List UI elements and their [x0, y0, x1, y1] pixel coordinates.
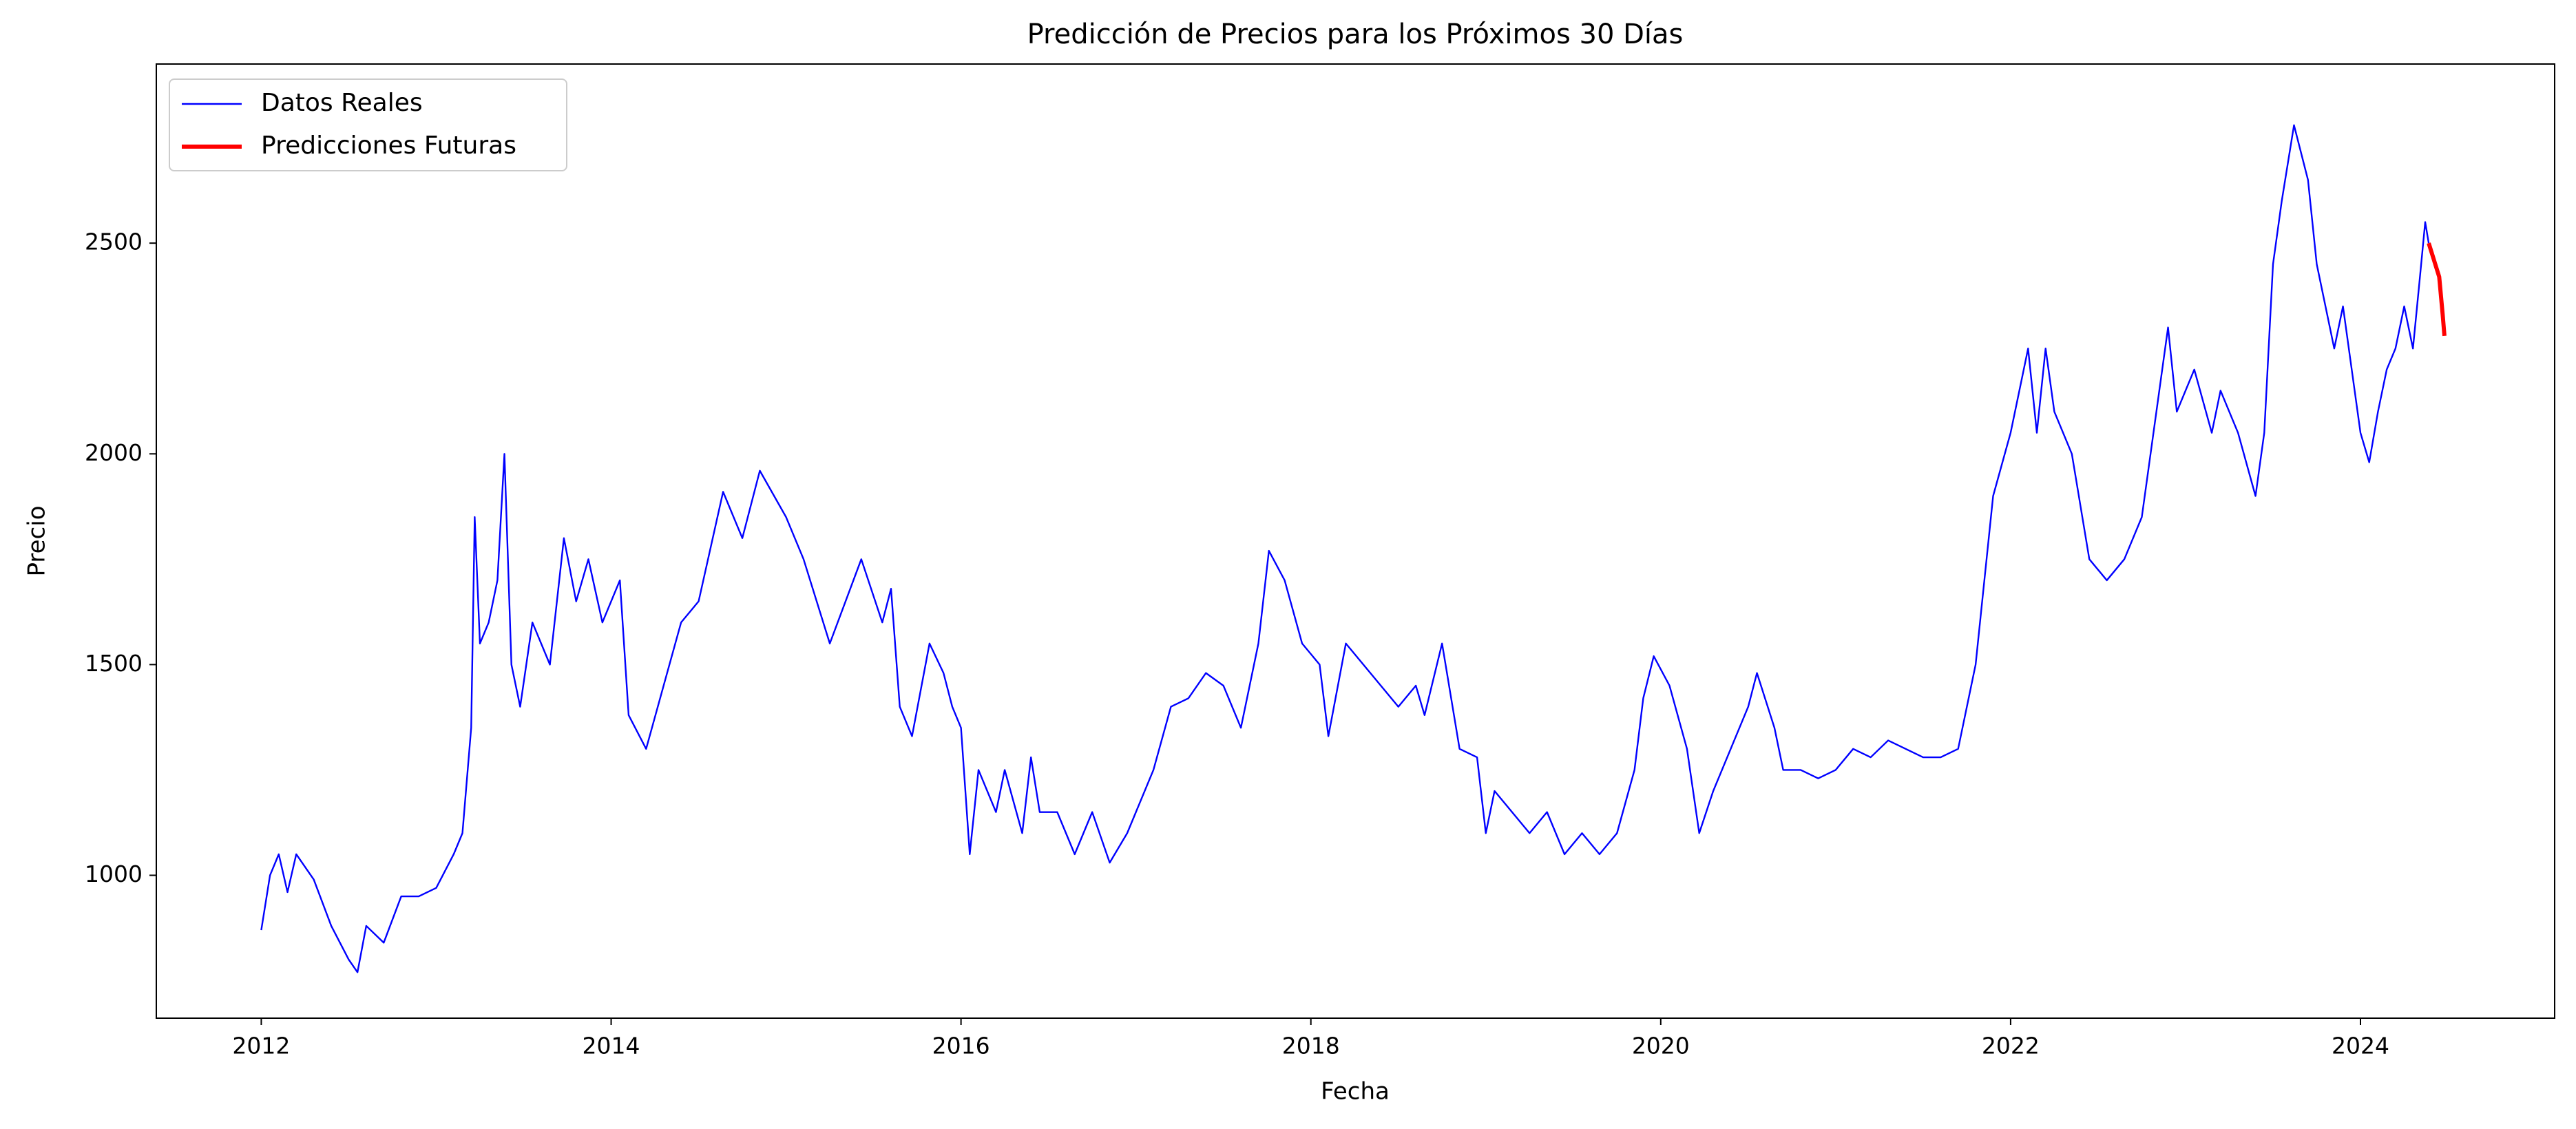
y-tick-label: 1500 [85, 650, 143, 677]
x-tick-label: 2020 [1632, 1033, 1690, 1059]
y-axis-label: Precio [23, 506, 51, 577]
x-tick-label: 2018 [1282, 1033, 1340, 1059]
legend-label: Predicciones Futuras [261, 131, 516, 160]
x-axis-label: Fecha [1321, 1078, 1390, 1106]
y-tick-label: 2500 [85, 229, 143, 255]
data-line [2427, 242, 2447, 337]
legend-label: Datos Reales [261, 89, 423, 117]
data-line [260, 124, 2430, 973]
y-tick-label: 1000 [85, 861, 143, 887]
x-tick-label: 2012 [232, 1033, 290, 1059]
y-tick-label: 2000 [85, 439, 143, 466]
x-tick-label: 2024 [2332, 1033, 2389, 1059]
axes-frame [156, 63, 2555, 1019]
x-tick-label: 2014 [583, 1033, 640, 1059]
legend-box [169, 78, 567, 171]
chart-title: Predicción de Precios para los Próximos … [1027, 19, 1684, 50]
x-tick-label: 2022 [1982, 1033, 2040, 1059]
x-tick-label: 2016 [932, 1033, 990, 1059]
